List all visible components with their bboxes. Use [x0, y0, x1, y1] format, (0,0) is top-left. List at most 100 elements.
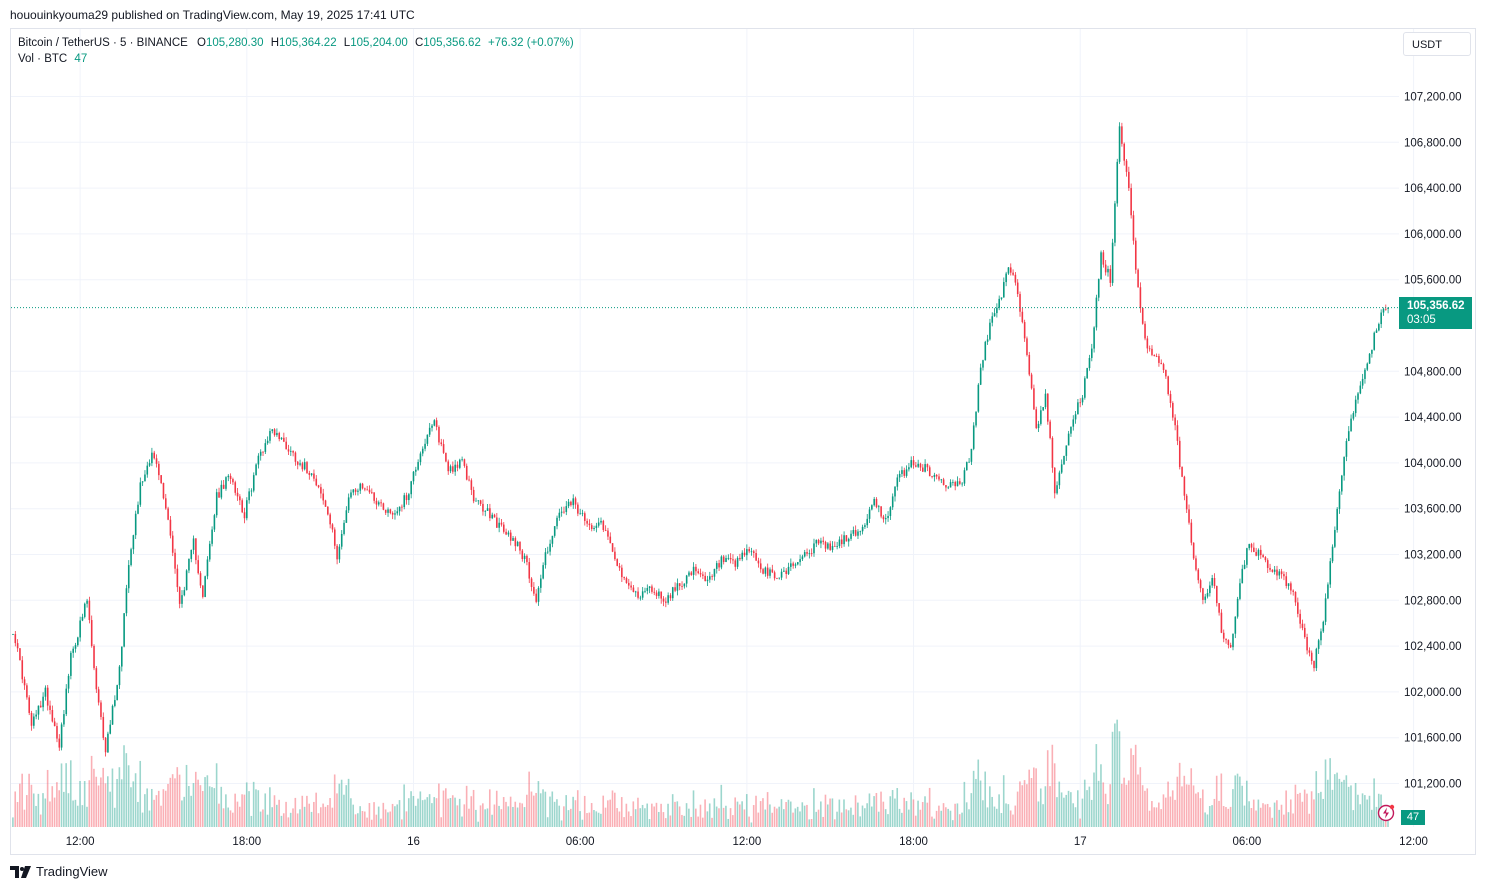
- volume-bar: [53, 797, 56, 827]
- candle-body: [822, 540, 825, 542]
- volume-bar: [715, 806, 718, 827]
- candle-body: [1072, 419, 1075, 427]
- candle-body: [771, 569, 774, 573]
- volume-bar: [1271, 817, 1274, 827]
- candle-body: [327, 506, 329, 515]
- candle-body: [132, 535, 135, 550]
- candle-body: [505, 531, 507, 535]
- volume-bar: [1077, 790, 1079, 827]
- candle-body: [109, 724, 112, 734]
- candle-body: [1382, 308, 1385, 313]
- candle-body: [588, 523, 591, 526]
- candle-body: [415, 469, 417, 472]
- volume-bar: [1232, 789, 1234, 827]
- volume-bar: [1252, 799, 1255, 827]
- candle-body: [1014, 274, 1017, 283]
- volume-bar: [144, 794, 146, 827]
- candle-body: [107, 733, 109, 753]
- candle-body: [225, 477, 227, 489]
- candle-body: [292, 450, 294, 453]
- candle-body: [690, 572, 693, 575]
- candle-body: [850, 533, 852, 539]
- candle-body: [565, 506, 568, 512]
- lightning-icon[interactable]: [1377, 804, 1395, 822]
- candle-body: [1023, 322, 1026, 339]
- volume-bar: [1373, 778, 1375, 827]
- candle-body: [236, 492, 239, 497]
- candle-body: [912, 460, 915, 466]
- symbol-name[interactable]: Bitcoin / TetherUS · 5 · BINANCE: [18, 37, 188, 49]
- volume-label[interactable]: Vol · BTC: [18, 53, 68, 65]
- candle-body: [521, 550, 524, 560]
- candle-body: [158, 463, 160, 476]
- candle-body: [1088, 357, 1091, 369]
- volume-bar: [734, 797, 736, 827]
- price-chart[interactable]: 107,200.00 106,800.00 106,400.00 106,000.00…: [11, 29, 1477, 856]
- y-axis: 107,200.00 106,800.00 106,400.00 106,000.00…: [1404, 92, 1462, 791]
- y-tick-label: 106,800.00: [1404, 137, 1462, 149]
- volume-bar: [780, 799, 783, 827]
- volume-bar: [1264, 804, 1267, 827]
- volume-bar: [153, 799, 155, 827]
- volume-bar: [1347, 786, 1350, 827]
- volume-bar: [877, 811, 880, 827]
- volume-bar: [113, 807, 116, 827]
- volume-bar: [928, 787, 931, 827]
- volume-bar: [211, 787, 213, 827]
- volume-bar: [389, 811, 392, 827]
- volume-bar: [58, 790, 60, 827]
- volume-bar: [1002, 775, 1005, 827]
- candle-body: [79, 620, 81, 638]
- volume-bar: [1035, 768, 1037, 827]
- volume-bar: [526, 794, 528, 827]
- candle-body: [121, 646, 123, 667]
- volume-bar: [824, 794, 827, 827]
- candles: [12, 122, 1389, 757]
- footer-brand[interactable]: TradingView: [10, 864, 108, 879]
- volume-bar: [989, 786, 991, 827]
- volume-bar: [56, 782, 58, 827]
- volume-bar: [528, 771, 530, 827]
- candle-body: [676, 583, 679, 591]
- volume-bar: [375, 814, 378, 827]
- volume-bar: [632, 801, 635, 827]
- candle-body: [88, 600, 91, 621]
- grid: [11, 29, 1415, 827]
- candle-body: [933, 474, 936, 477]
- candle-body: [229, 475, 232, 479]
- volume-bar: [829, 798, 831, 827]
- candle-body: [1172, 402, 1174, 418]
- candle-body: [709, 576, 711, 580]
- volume-bar: [1174, 799, 1176, 827]
- candle-body: [926, 464, 929, 468]
- candle-body: [1209, 585, 1211, 594]
- candle-body: [190, 549, 193, 559]
- candle-body: [345, 510, 348, 523]
- volume-bar: [42, 793, 44, 827]
- volume-bar: [1107, 804, 1109, 827]
- candle-body: [725, 558, 727, 563]
- volume-bar: [1213, 798, 1216, 827]
- volume-bar: [766, 792, 769, 827]
- candle-body: [306, 462, 308, 473]
- publisher-caption: hououinkyouma29 published on TradingView…: [10, 8, 415, 22]
- x-tick-label: 17: [1074, 836, 1087, 848]
- volume-bar: [739, 804, 741, 827]
- candle-body: [984, 341, 987, 361]
- candle-body: [1354, 399, 1357, 414]
- volume-bar: [192, 783, 195, 827]
- candle-body: [77, 637, 79, 646]
- volume-bar: [1283, 814, 1285, 827]
- candle-body: [1243, 564, 1246, 569]
- currency-selector[interactable]: USDT: [1403, 32, 1471, 56]
- volume-bar: [984, 771, 986, 827]
- candle-body: [357, 490, 359, 492]
- symbol-legend: Bitcoin / TetherUS · 5 · BINANCE O105,28…: [18, 35, 574, 67]
- chart-frame[interactable]: 107,200.00 106,800.00 106,400.00 106,000.00…: [10, 28, 1476, 855]
- volume-bar: [776, 808, 778, 827]
- candle-body: [699, 573, 702, 575]
- candle-body: [778, 577, 781, 579]
- volume-bar: [843, 799, 845, 827]
- candle-body: [1144, 323, 1146, 339]
- candle-body: [1234, 616, 1237, 634]
